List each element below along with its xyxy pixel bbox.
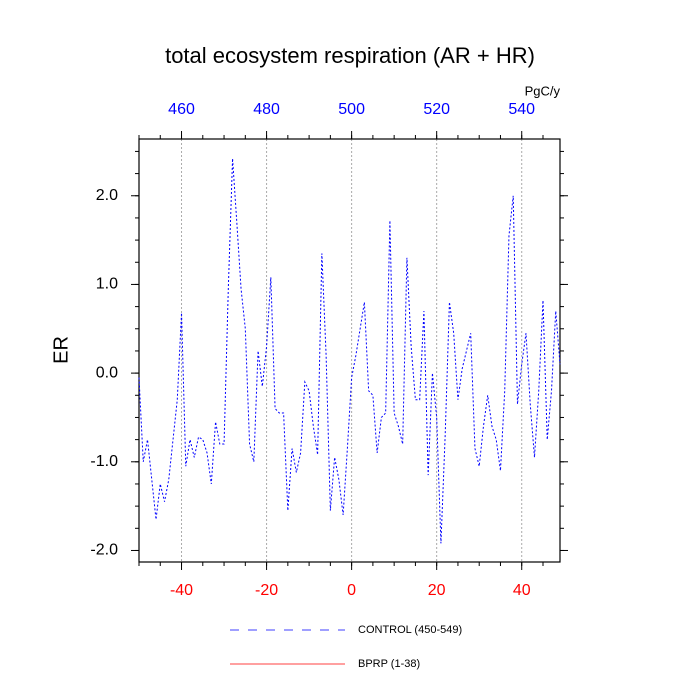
x-tick-label: -20 xyxy=(255,582,278,599)
x2-unit: PgC/y xyxy=(525,83,561,98)
data-line xyxy=(138,158,561,544)
legend-label: BPRP (1-38) xyxy=(358,658,420,670)
x2-tick-label: 540 xyxy=(508,101,535,118)
x-tick-label: 40 xyxy=(513,582,531,599)
x-tick-label: 20 xyxy=(428,582,446,599)
x2-tick-label: 520 xyxy=(423,101,450,118)
chart-title: total ecosystem respiration (AR + HR) xyxy=(165,43,535,68)
y-axis-label: ER xyxy=(50,336,72,364)
x-tick-label: -40 xyxy=(170,582,193,599)
y-tick-label: -2.0 xyxy=(90,542,118,559)
x-tick-label: 0 xyxy=(347,582,356,599)
y-tick-label: 1.0 xyxy=(96,276,118,293)
y-tick-label: -1.0 xyxy=(90,453,118,470)
plot-frame xyxy=(138,138,561,563)
x2-tick-label: 480 xyxy=(253,101,280,118)
y-tick-label: 0.0 xyxy=(96,364,118,381)
legend-label: CONTROL (450-549) xyxy=(358,624,462,636)
x2-tick-label: 500 xyxy=(338,101,365,118)
y-tick-label: 2.0 xyxy=(96,187,118,204)
x2-tick-label: 460 xyxy=(168,101,195,118)
